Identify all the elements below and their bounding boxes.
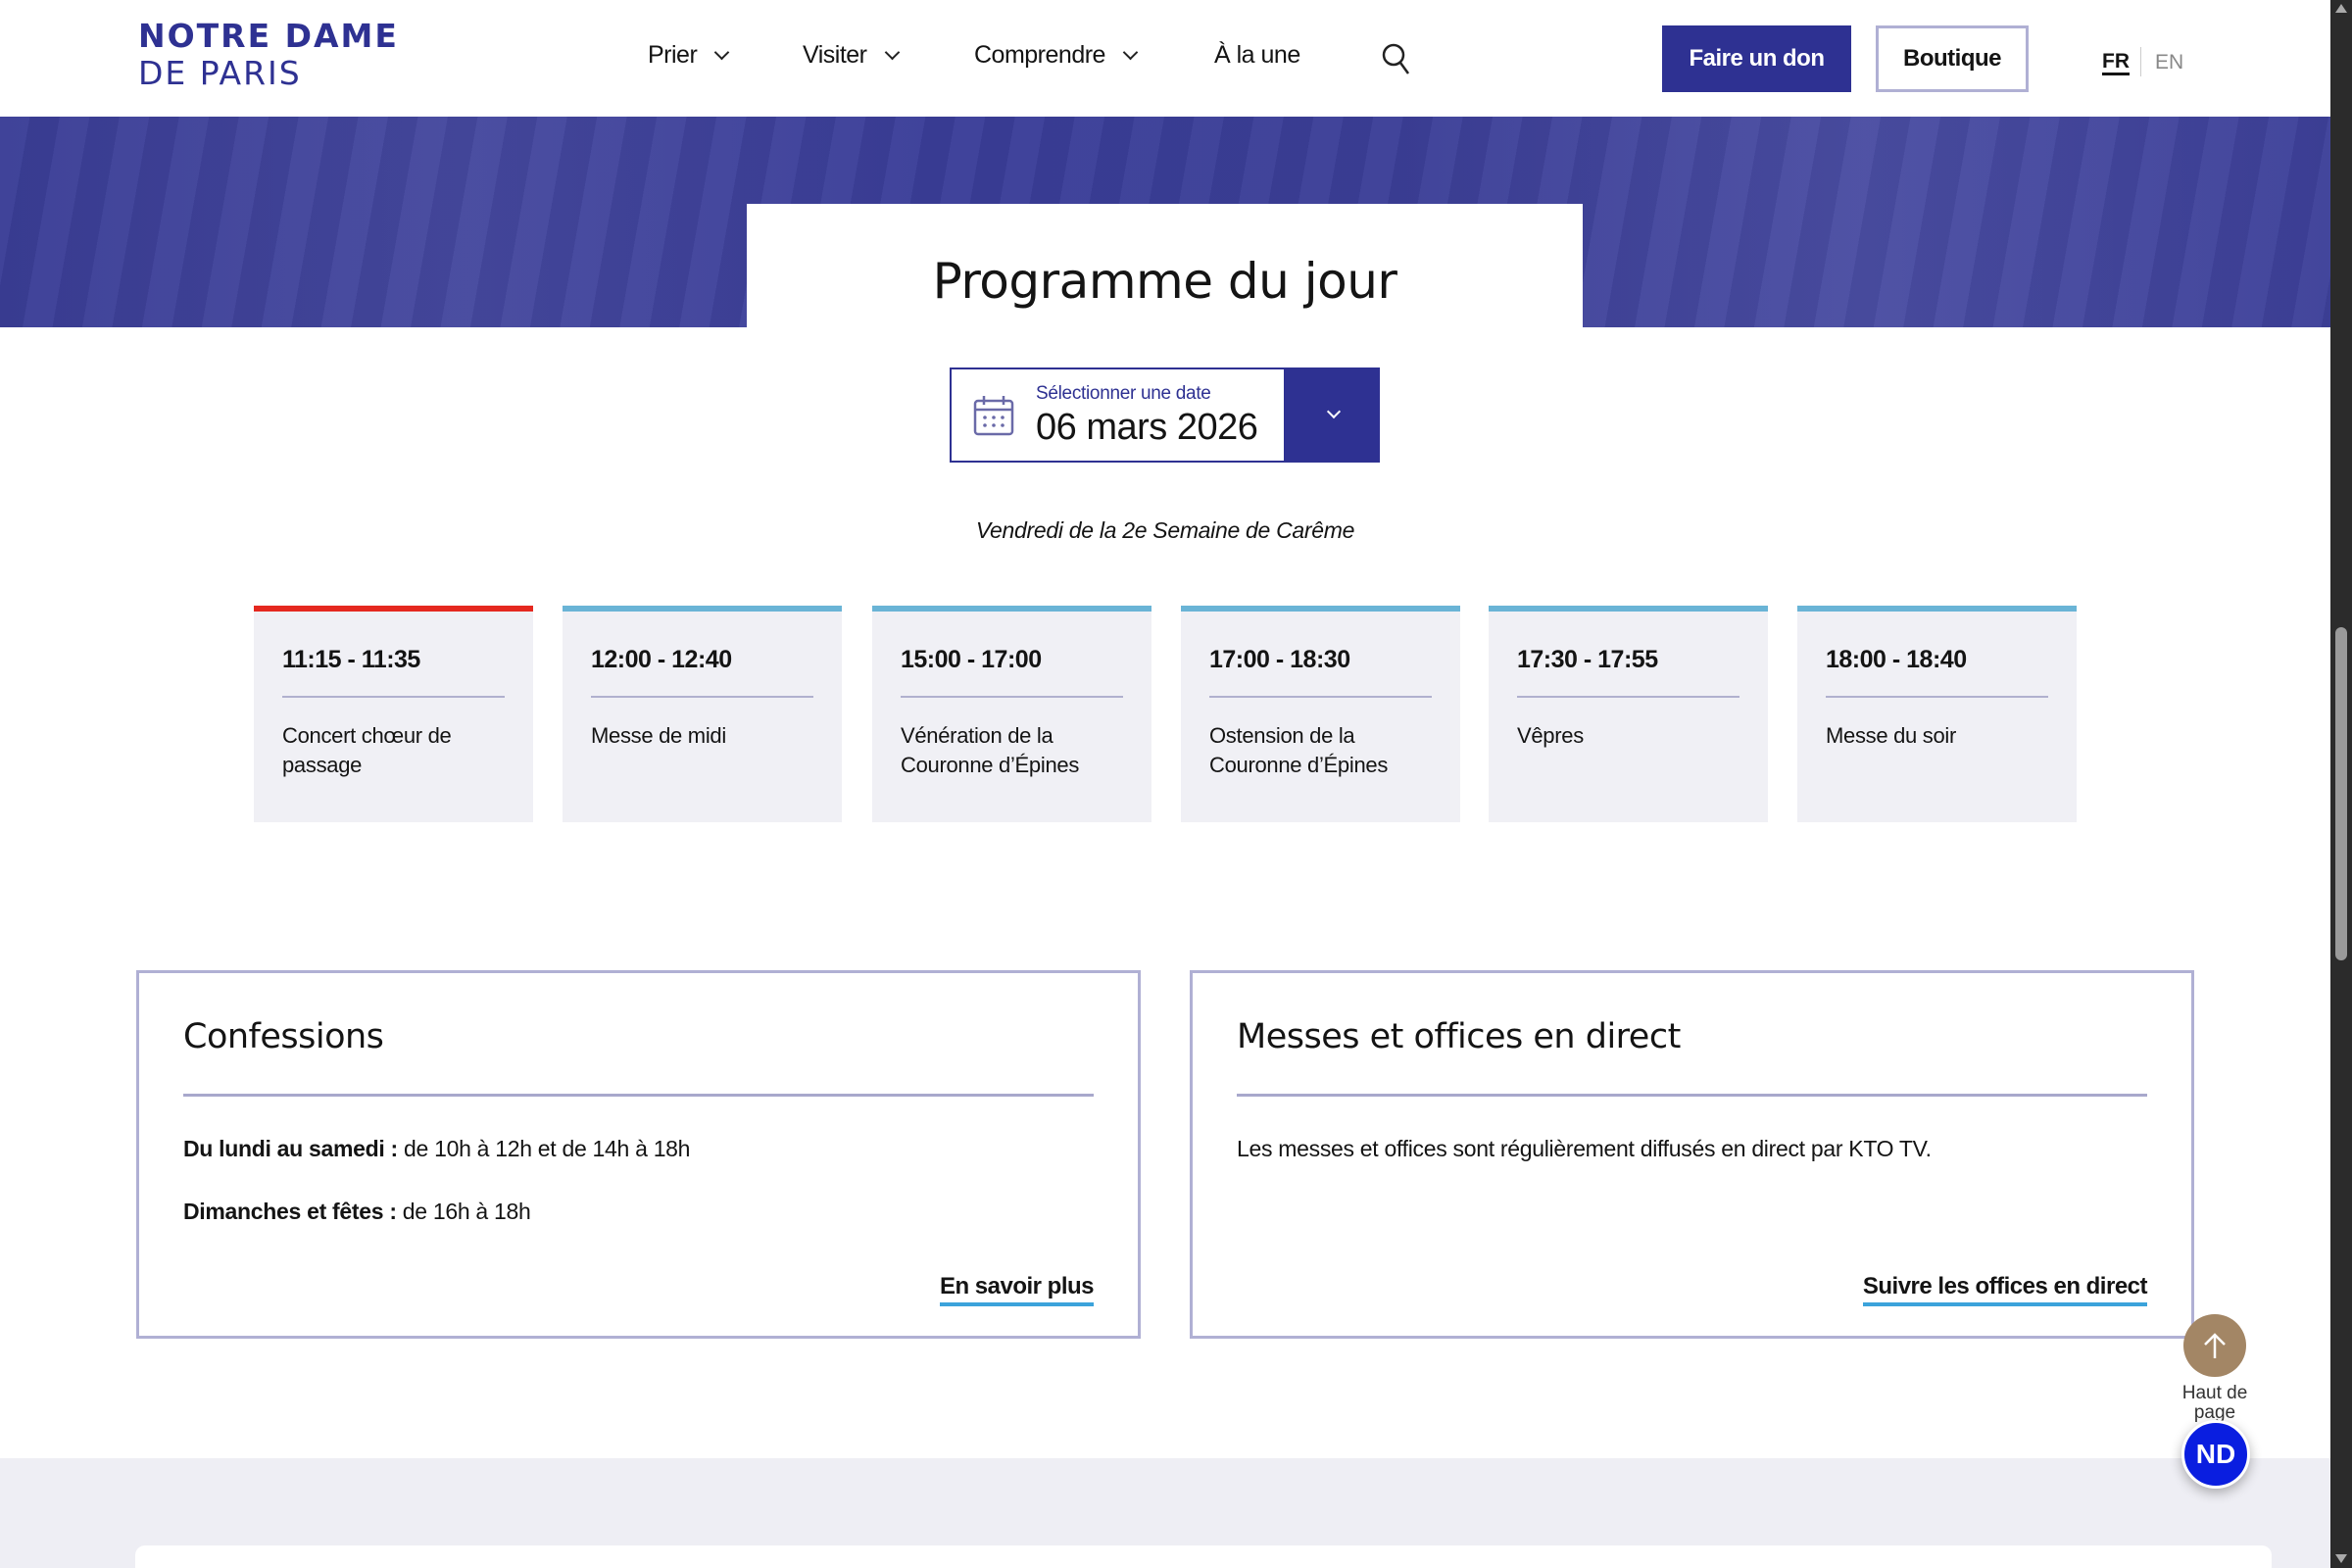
nav-visiter[interactable]: Visiter xyxy=(803,41,900,70)
date-dropdown-button[interactable] xyxy=(1284,369,1378,461)
lang-divider xyxy=(2140,47,2141,76)
confessions-weekdays: Du lundi au samedi : de 10h à 12h et de … xyxy=(183,1136,1094,1162)
event-time: 17:30 - 17:55 xyxy=(1517,646,1658,673)
nav-label: Prier xyxy=(648,41,698,69)
arrow-up-icon xyxy=(2204,1333,2226,1358)
learn-more-link[interactable]: En savoir plus xyxy=(939,1273,1095,1306)
schedule-card[interactable]: 17:30 - 17:55 Vêpres xyxy=(1489,606,1768,822)
event-time: 12:00 - 12:40 xyxy=(591,646,732,673)
divider xyxy=(282,696,505,698)
date-picker-label: Sélectionner une date xyxy=(1036,383,1211,404)
divider xyxy=(591,696,813,698)
date-picker[interactable]: Sélectionner une date 06 mars 2026 xyxy=(950,368,1380,463)
sundays-label: Dimanches et fêtes : xyxy=(183,1199,397,1224)
event-time: 17:00 - 18:30 xyxy=(1209,646,1350,673)
back-to-top-button[interactable] xyxy=(2183,1314,2246,1377)
chevron-down-icon xyxy=(1326,404,1342,419)
divider xyxy=(1209,696,1432,698)
event-title: Vêpres xyxy=(1517,723,1584,748)
nav-label: Comprendre xyxy=(974,41,1105,69)
date-picker-value: 06 mars 2026 xyxy=(1036,407,1258,448)
event-time: 11:15 - 11:35 xyxy=(282,646,420,673)
confessions-box: Confessions Du lundi au samedi : de 10h … xyxy=(136,970,1141,1339)
divider xyxy=(1826,696,2048,698)
nav-label: Visiter xyxy=(803,41,867,69)
page-title: Programme du jour xyxy=(932,253,1397,310)
weekdays-hours: de 10h à 12h et de 14h à 18h xyxy=(397,1136,691,1161)
logo-line-1: NOTRE DAME xyxy=(138,17,399,55)
divider xyxy=(183,1094,1094,1097)
nav-label: À la une xyxy=(1214,41,1300,69)
event-title: Concert chœur de passage xyxy=(282,723,452,777)
weekdays-label: Du lundi au samedi : xyxy=(183,1136,398,1161)
confessions-sundays: Dimanches et fêtes : de 16h à 18h xyxy=(183,1199,1094,1225)
sundays-hours: de 16h à 18h xyxy=(396,1199,531,1224)
nd-widget-button[interactable]: ND xyxy=(2181,1420,2250,1489)
chevron-down-icon xyxy=(884,44,900,60)
back-to-top-label[interactable]: Haut de page xyxy=(2181,1383,2248,1423)
liturgical-day: Vendredi de la 2e Semaine de Carême xyxy=(975,517,1355,543)
site-header: NOTRE DAME DE PARIS Prier Visiter Compre… xyxy=(0,0,2330,117)
lang-fr[interactable]: FR xyxy=(2102,51,2130,75)
scroll-up-icon[interactable] xyxy=(2335,4,2347,13)
divider xyxy=(1237,1094,2147,1097)
logo-line-2: DE PARIS xyxy=(138,54,302,92)
live-box: Messes et offices en direct Les messes e… xyxy=(1190,970,2194,1339)
event-title: Vénération de la Couronne d’Épines xyxy=(901,723,1080,777)
search-icon[interactable] xyxy=(1382,43,1411,76)
confessions-title: Confessions xyxy=(183,1017,384,1056)
schedule-card[interactable]: 18:00 - 18:40 Messe du soir xyxy=(1797,606,2077,822)
schedule-card[interactable]: 15:00 - 17:00 Vénération de la Couronne d… xyxy=(872,606,1152,822)
event-time: 18:00 - 18:40 xyxy=(1826,646,1967,673)
divider xyxy=(901,696,1123,698)
footer-card xyxy=(135,1545,2272,1568)
shop-button[interactable]: Boutique xyxy=(1876,25,2029,92)
schedule-card[interactable]: 17:00 - 18:30 Ostension de la Couronne d’… xyxy=(1181,606,1460,822)
divider xyxy=(1517,696,1740,698)
scrollbar-thumb[interactable] xyxy=(2335,627,2347,960)
chevron-down-icon xyxy=(714,44,730,60)
lang-en[interactable]: EN xyxy=(2155,51,2184,74)
live-title: Messes et offices en direct xyxy=(1237,1017,1681,1056)
calendar-icon xyxy=(952,369,1036,461)
schedule-card[interactable]: 12:00 - 12:40 Messe de midi xyxy=(563,606,842,822)
live-text: Les messes et offices sont régulièrement… xyxy=(1237,1136,1932,1161)
event-time: 15:00 - 17:00 xyxy=(901,646,1042,673)
donate-button[interactable]: Faire un don xyxy=(1662,25,1851,92)
nd-logo-icon: ND xyxy=(2195,1439,2236,1469)
nav-comprendre[interactable]: Comprendre xyxy=(974,41,1139,70)
logo[interactable]: NOTRE DAME DE PARIS xyxy=(138,18,399,92)
event-title: Messe du soir xyxy=(1826,723,1957,748)
event-title: Ostension de la Couronne d’Épines xyxy=(1209,723,1389,777)
follow-live-link[interactable]: Suivre les offices en direct xyxy=(1862,1273,2148,1306)
nav-prier[interactable]: Prier xyxy=(648,41,730,70)
chevron-down-icon xyxy=(1122,44,1139,60)
schedule-card[interactable]: 11:15 - 11:35 Concert chœur de passage xyxy=(254,606,533,822)
scroll-down-icon[interactable] xyxy=(2335,1554,2347,1563)
hero-title-box: Programme du jour xyxy=(747,204,1583,331)
event-title: Messe de midi xyxy=(591,723,726,748)
nav-a-la-une[interactable]: À la une xyxy=(1214,41,1300,70)
